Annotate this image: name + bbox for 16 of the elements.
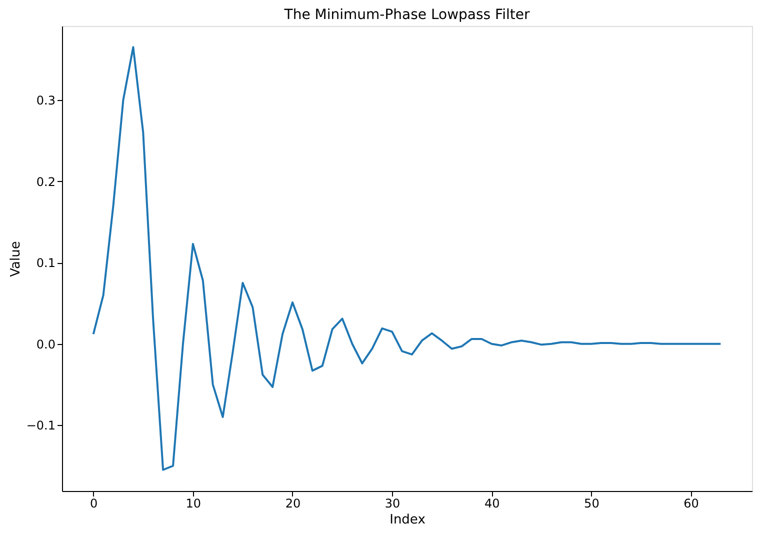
x-tick-label: 30: [384, 496, 400, 510]
y-tick-label: 0.0: [36, 337, 56, 352]
y-tick-label: 0.1: [36, 256, 56, 270]
x-tick-label: 0: [90, 496, 98, 510]
x-tick-label: 40: [484, 496, 500, 510]
line-series: [92, 46, 722, 471]
y-axis-title: Value: [8, 241, 24, 277]
x-tick-label: 20: [285, 496, 301, 510]
y-tick-label: 0.2: [36, 174, 56, 189]
y-tick-label: −0.1: [26, 418, 56, 433]
x-tick-label: 60: [684, 496, 699, 510]
x-axis-title: Index: [390, 512, 426, 528]
chart-title: The Minimum-Phase Lowpass Filter: [283, 7, 530, 23]
x-tick-label: 50: [584, 496, 600, 510]
y-tick-label: 0.3: [36, 93, 56, 108]
x-tick-label: 10: [186, 496, 202, 510]
